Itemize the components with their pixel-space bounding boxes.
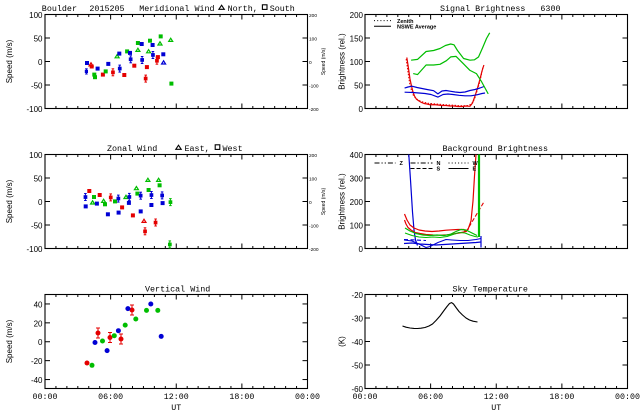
svg-text:50: 50 <box>354 81 363 90</box>
svg-text:Boulder: Boulder <box>42 4 77 14</box>
svg-text:Brightness (rel.): Brightness (rel.) <box>338 33 347 90</box>
svg-text:20: 20 <box>34 319 43 328</box>
svg-text:6300: 6300 <box>540 4 560 14</box>
svg-text:-50: -50 <box>31 81 43 90</box>
svg-text:0: 0 <box>359 105 364 114</box>
svg-text:Zenith: Zenith <box>397 19 414 25</box>
svg-text:E: E <box>473 167 477 173</box>
svg-text:300: 300 <box>350 174 364 183</box>
svg-text:-100: -100 <box>26 105 43 114</box>
svg-text:06:00: 06:00 <box>418 393 443 402</box>
svg-text:-40: -40 <box>351 338 363 347</box>
svg-text:50: 50 <box>34 174 43 183</box>
svg-text:-100: -100 <box>309 223 319 229</box>
svg-text:-20: -20 <box>351 291 363 300</box>
svg-text:06:00: 06:00 <box>98 393 123 402</box>
svg-text:2015205: 2015205 <box>89 4 124 14</box>
svg-text:-50: -50 <box>31 221 43 230</box>
svg-text:0: 0 <box>359 245 364 254</box>
svg-text:Speed (m/s): Speed (m/s) <box>5 179 14 223</box>
svg-text:-60: -60 <box>351 385 363 394</box>
svg-text:Speed (m/s): Speed (m/s) <box>321 48 327 76</box>
svg-text:0: 0 <box>38 338 43 347</box>
svg-text:100: 100 <box>309 176 317 182</box>
svg-text:N: N <box>437 161 441 167</box>
svg-text:Sky Temperature: Sky Temperature <box>453 285 528 295</box>
svg-text:-200: -200 <box>309 247 319 253</box>
svg-text:00:00: 00:00 <box>295 393 320 402</box>
svg-text:Meridional Wind: Meridional Wind <box>139 4 214 14</box>
svg-text:Background Brightness: Background Brightness <box>443 144 549 154</box>
svg-text:100: 100 <box>350 58 364 67</box>
svg-text:-100: -100 <box>26 245 43 254</box>
svg-text:18:00: 18:00 <box>229 393 254 402</box>
svg-text:UT: UT <box>171 404 181 413</box>
svg-text:0: 0 <box>309 200 312 206</box>
svg-text:0: 0 <box>38 58 43 67</box>
svg-text:00:00: 00:00 <box>353 393 378 402</box>
svg-text:Speed (m/s): Speed (m/s) <box>321 188 327 216</box>
svg-text:Speed (m/s): Speed (m/s) <box>5 319 14 363</box>
svg-text:00:00: 00:00 <box>615 393 640 402</box>
svg-text:200: 200 <box>350 198 364 207</box>
svg-text:200: 200 <box>350 11 364 20</box>
svg-text:40: 40 <box>34 300 43 309</box>
svg-text:0: 0 <box>309 60 312 66</box>
svg-text:W: W <box>473 161 479 167</box>
svg-text:NSWE Average: NSWE Average <box>397 25 436 31</box>
svg-text:100: 100 <box>350 221 364 230</box>
svg-text:Vertical Wind: Vertical Wind <box>145 285 210 295</box>
svg-text:Brightness (rel.): Brightness (rel.) <box>338 173 347 230</box>
svg-text:Zonal Wind: Zonal Wind <box>107 144 157 154</box>
svg-text:100: 100 <box>29 11 43 20</box>
svg-text:S: S <box>437 167 441 173</box>
svg-text:18:00: 18:00 <box>549 393 574 402</box>
svg-text:West: West <box>223 144 243 154</box>
svg-text:200: 200 <box>309 13 317 19</box>
svg-text:100: 100 <box>29 151 43 160</box>
svg-text:-20: -20 <box>31 357 43 366</box>
svg-text:12:00: 12:00 <box>484 393 509 402</box>
svg-text:-200: -200 <box>309 107 319 113</box>
svg-text:400: 400 <box>350 151 364 160</box>
svg-text:-50: -50 <box>351 361 363 370</box>
svg-text:-30: -30 <box>351 314 363 323</box>
svg-text:-100: -100 <box>309 83 319 89</box>
svg-text:Speed (m/s): Speed (m/s) <box>5 39 14 83</box>
svg-text:South: South <box>270 4 295 14</box>
svg-text:Z: Z <box>400 161 404 167</box>
svg-text:0: 0 <box>38 198 43 207</box>
svg-text:100: 100 <box>309 36 317 42</box>
svg-text:(K): (K) <box>338 336 347 347</box>
svg-text:00:00: 00:00 <box>33 393 58 402</box>
svg-text:-40: -40 <box>31 376 43 385</box>
svg-text:UT: UT <box>491 404 501 413</box>
svg-text:200: 200 <box>309 153 317 159</box>
svg-text:East,: East, <box>185 144 210 154</box>
svg-text:North,: North, <box>228 4 258 14</box>
svg-text:150: 150 <box>350 34 364 43</box>
svg-text:Signal Brightness: Signal Brightness <box>440 4 525 14</box>
svg-text:50: 50 <box>34 34 43 43</box>
svg-text:12:00: 12:00 <box>164 393 189 402</box>
